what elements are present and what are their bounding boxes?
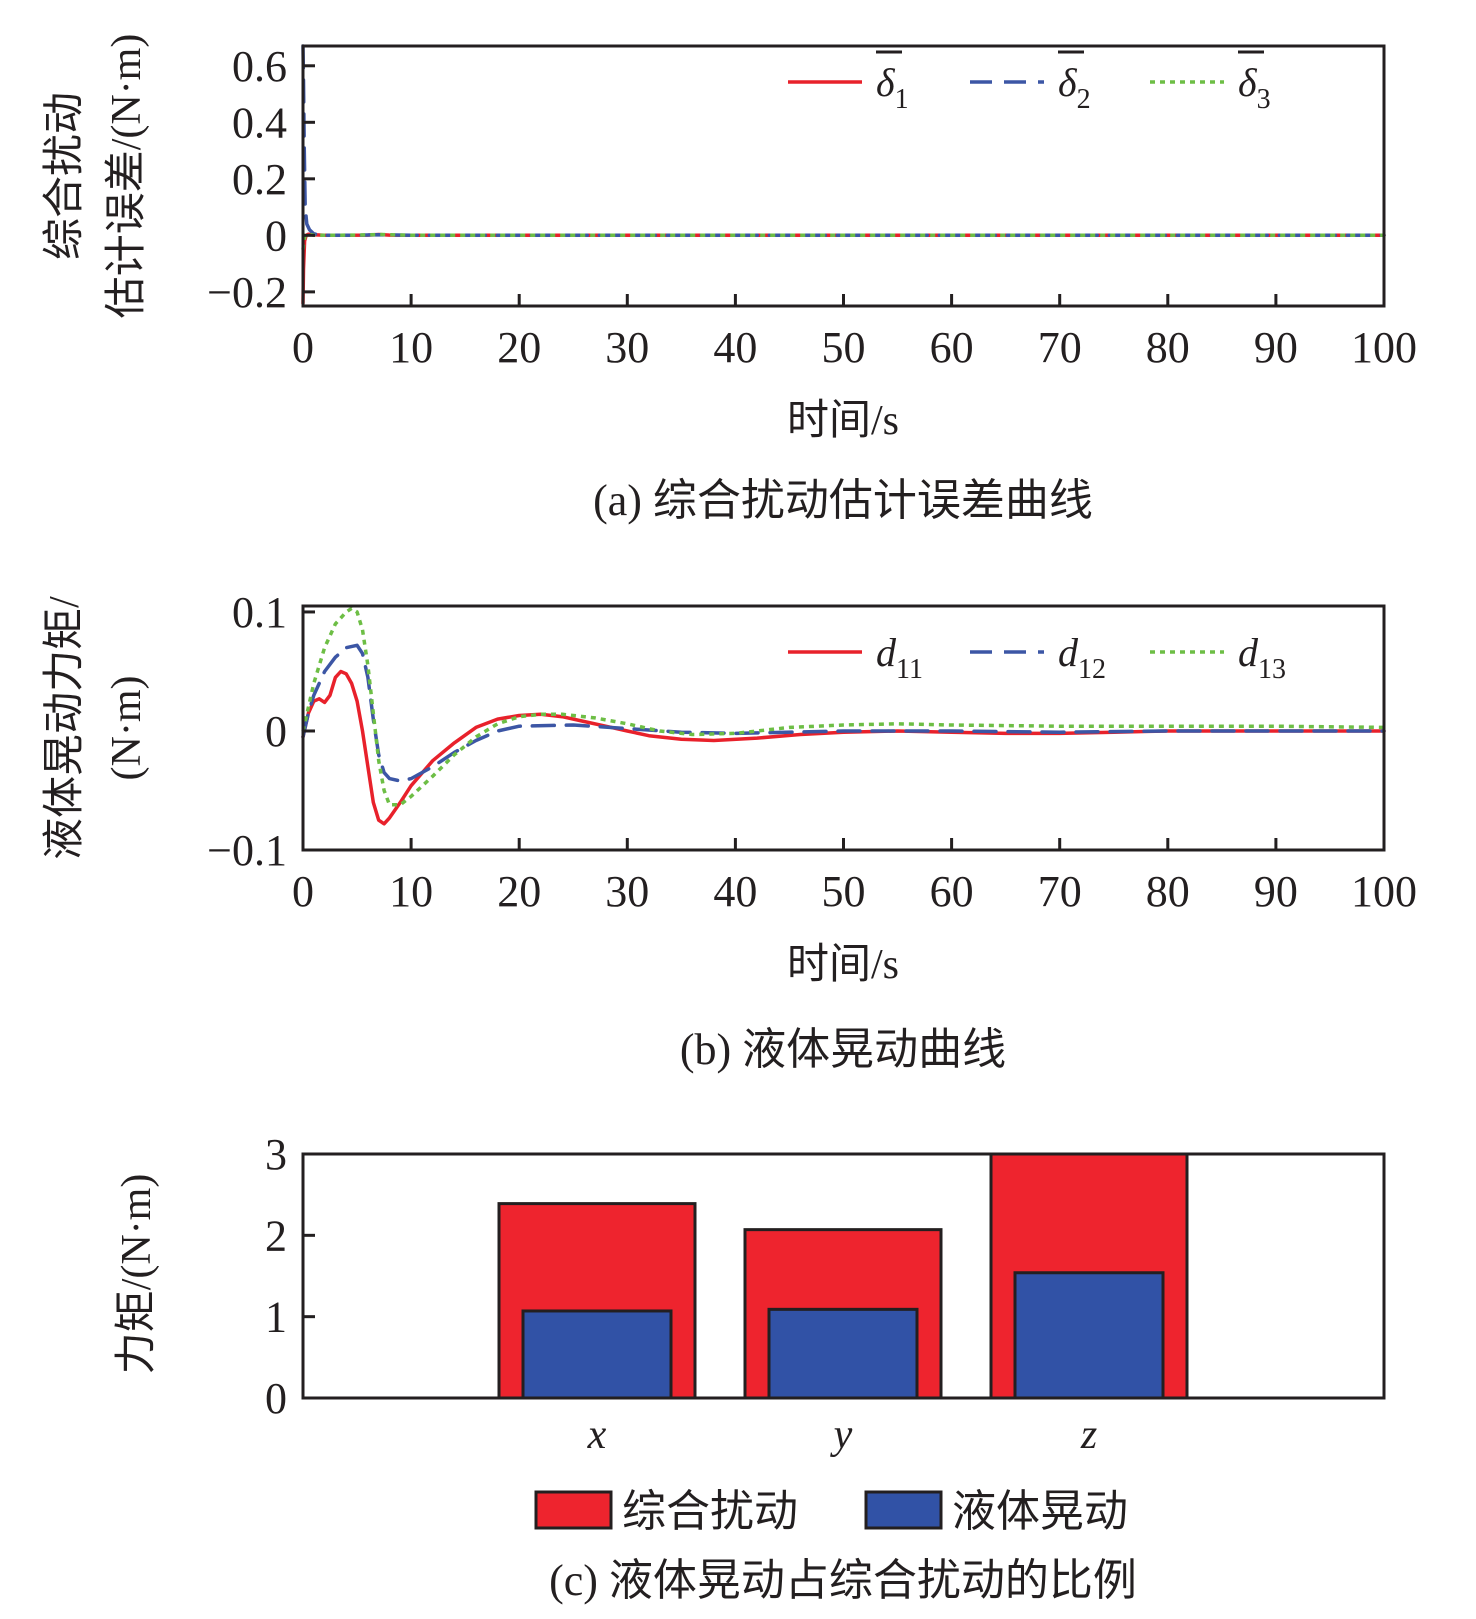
panel-a-legend-label: δ1 <box>876 60 909 115</box>
panel-c-bar-chart: 力矩/(N·m) 0 1 2 3 x y z 综合扰动 液体晃动 (c) 液体晃动占综合扰动… <box>114 1130 1386 1605</box>
panel-c-y-tick-label: 3 <box>265 1130 287 1179</box>
panel-a-line-chart: 综合扰动 估计误差/(N·m) 0 10 20 30 40 50 60 70 80 90 100 −0… <box>41 34 1417 525</box>
panel-c-y-ticks: 0 1 2 3 <box>265 1130 315 1423</box>
panel-a-legend-label: δ3 <box>1238 60 1271 115</box>
panel-c-legend-swatch <box>864 1490 943 1530</box>
panel-c-bars <box>497 1152 1189 1400</box>
panel-a-series-line-2 <box>301 44 1386 238</box>
panel-a-legend-subscript: 3 <box>1257 84 1271 115</box>
panel-c-legend-label: 液体晃动 <box>952 1487 1128 1536</box>
panel-c-y-tick-label: 2 <box>265 1211 287 1260</box>
panel-a-legend-label: δ2 <box>1058 60 1091 115</box>
panel-a-series-line-3 <box>301 232 1384 250</box>
panel-a-y-ticks: −0.2 0 0.2 0.4 0.6 <box>207 42 315 317</box>
panel-b-y-ticks: −0.1 0 0.1 <box>207 588 315 875</box>
panel-b-legend: d11 d12 d13 <box>788 630 1286 685</box>
panel-b-line-chart: 液体晃动力矩/ (N·m) 0 10 20 30 40 50 60 70 80 90 100 −0.1… <box>42 588 1417 1074</box>
panel-c-legend-label: 综合扰动 <box>622 1487 798 1536</box>
panel-a-plot-frame <box>301 44 1386 308</box>
panel-b-x-tick-label: 70 <box>1038 867 1082 916</box>
panel-c-y-tick-label: 1 <box>265 1293 287 1342</box>
panel-b-x-tick-label: 40 <box>713 867 757 916</box>
panel-b-y-tick-label: 0.1 <box>232 588 287 637</box>
panel-a-y-tick-label: 0.6 <box>232 42 287 91</box>
panel-c-bar-y-series-2 <box>767 1307 919 1400</box>
panel-c-category-label: y <box>830 1412 853 1458</box>
panel-b-x-tick-label: 100 <box>1351 867 1417 916</box>
panel-b-y-tick-label: 0 <box>265 707 287 756</box>
panel-a-x-tick-label: 100 <box>1351 323 1417 372</box>
panel-a-x-tick-label: 90 <box>1254 323 1298 372</box>
panel-b-legend-subscript: 11 <box>896 654 923 685</box>
panel-c-caption: (c) 液体晃动占综合扰动的比例 <box>549 1556 1137 1605</box>
panel-a-caption: (a) 综合扰动估计误差曲线 <box>593 476 1093 525</box>
panel-b-legend-label: d12 <box>1058 630 1106 685</box>
panel-b-legend-subscript: 13 <box>1258 654 1286 685</box>
panel-b-series-line-2 <box>301 643 1386 783</box>
panel-b-y-tick-label: −0.1 <box>207 826 287 875</box>
panel-b-x-tick-label: 30 <box>605 867 649 916</box>
panel-a-series-line-1 <box>301 232 1386 305</box>
panel-a-x-axis-label: 时间/s <box>787 398 899 444</box>
panel-a-legend-subscript: 1 <box>895 84 909 115</box>
panel-b-y-axis-label-line: 液体晃动力矩/ <box>42 596 88 860</box>
panel-b-series-group <box>301 606 1386 826</box>
panel-b-x-tick-label: 0 <box>292 867 314 916</box>
panel-c-legend-swatch <box>534 1490 613 1530</box>
panel-c-bar-x-series-2 <box>521 1309 673 1400</box>
panel-a-x-tick-label: 40 <box>713 323 757 372</box>
panel-a-x-ticks: 0 10 20 30 40 50 60 70 80 90 100 <box>292 294 1417 372</box>
panel-b-legend-label: d13 <box>1238 630 1286 685</box>
panel-c-y-axis-label: 力矩/(N·m) <box>114 1174 160 1375</box>
panel-a-x-tick-label: 30 <box>605 323 649 372</box>
panel-a-legend-subscript: 2 <box>1077 84 1091 115</box>
panel-b-x-tick-label: 80 <box>1146 867 1190 916</box>
panel-c-legend: 综合扰动 液体晃动 <box>534 1487 1128 1536</box>
panel-b-x-ticks: 0 10 20 30 40 50 60 70 80 90 100 <box>292 838 1417 916</box>
panel-b-x-tick-label: 50 <box>822 867 866 916</box>
panel-c-category-label: x <box>587 1412 607 1458</box>
panel-a-y-tick-label: 0 <box>265 211 287 260</box>
panel-b-x-tick-label: 20 <box>497 867 541 916</box>
panel-b-plot-frame <box>301 604 1386 852</box>
panel-a-legend: δ1 δ2 δ3 <box>788 50 1271 115</box>
panel-b-series-line-3 <box>301 606 1385 807</box>
panel-b-caption: (b) 液体晃动曲线 <box>680 1025 1006 1074</box>
panel-a-y-axis-label: 综合扰动 估计误差/(N·m) <box>41 34 150 319</box>
panel-a-x-tick-label: 80 <box>1146 323 1190 372</box>
panel-a-series-group <box>301 44 1386 305</box>
panel-a-x-tick-label: 20 <box>497 323 541 372</box>
panel-a-y-axis-label-line: 综合扰动 <box>41 92 88 260</box>
panel-a-y-tick-label: 0.4 <box>232 98 287 147</box>
panel-a-y-tick-label: −0.2 <box>207 268 287 317</box>
panel-c-y-tick-label: 0 <box>265 1374 287 1423</box>
panel-b-legend-label: d11 <box>876 630 923 685</box>
panel-c-bar-z-series-2 <box>1013 1271 1165 1400</box>
panel-a-x-tick-label: 70 <box>1038 323 1082 372</box>
panel-a-x-tick-label: 50 <box>822 323 866 372</box>
panel-c-category-label: z <box>1080 1412 1097 1458</box>
panel-a-x-tick-label: 0 <box>292 323 314 372</box>
panel-b-x-tick-label: 60 <box>930 867 974 916</box>
panel-b-y-axis-label-line: (N·m) <box>104 676 150 781</box>
panel-b-x-axis-label: 时间/s <box>787 942 899 988</box>
panel-c-category-labels: x y z <box>587 1412 1098 1458</box>
panel-a-y-tick-label: 0.2 <box>232 155 287 204</box>
panel-b-y-axis-label: 液体晃动力矩/ (N·m) <box>42 596 150 860</box>
panel-b-x-tick-label: 10 <box>389 867 433 916</box>
panel-b-x-tick-label: 90 <box>1254 867 1298 916</box>
panel-a-x-tick-label: 10 <box>389 323 433 372</box>
panel-a-y-axis-label-line: 估计误差/(N·m) <box>104 34 150 319</box>
panel-b-legend-subscript: 12 <box>1078 654 1106 685</box>
panel-c-plot-frame <box>301 1152 1386 1400</box>
panel-a-x-tick-label: 60 <box>930 323 974 372</box>
